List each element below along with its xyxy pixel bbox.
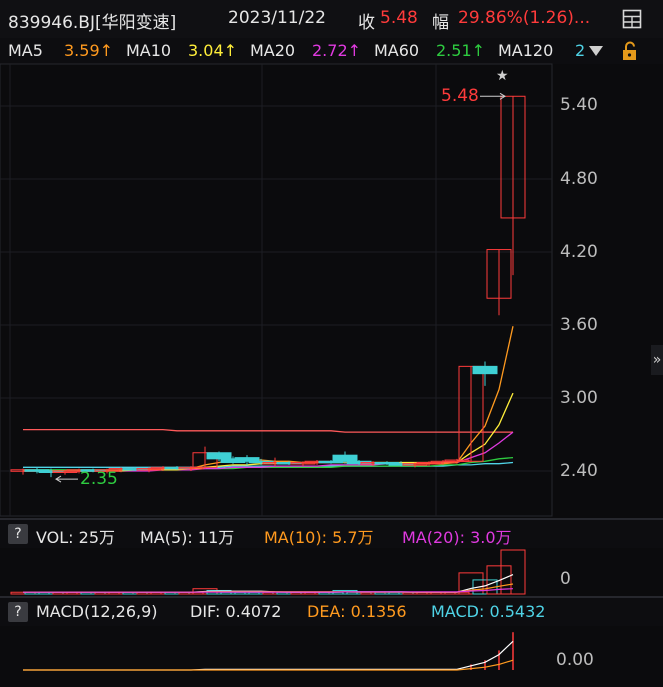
plot-frame: [0, 63, 553, 517]
macd-legend-bar: ? MACD(12,26,9) DIF: 0.4072 DEA: 0.1356 …: [0, 598, 663, 626]
volume-ma10: MA(10): 5.7万: [264, 528, 374, 547]
ma5-label: MA5: [8, 41, 43, 60]
volume-value: VOL: 25万: [36, 528, 116, 547]
change-value: 29.86%(1.26)...: [458, 8, 591, 28]
candle-down: [38, 470, 64, 473]
ma20-value: 2.72↑: [312, 41, 362, 60]
candle-down: [80, 469, 106, 472]
ma10-label: MA10: [126, 41, 172, 60]
price-tick-5.40: 5.40: [560, 95, 598, 115]
candle-up: [500, 95, 526, 219]
candle-down: [388, 463, 414, 466]
panel-divider: [0, 518, 663, 520]
price-tick-4.20: 4.20: [560, 242, 598, 262]
candle-down: [318, 460, 344, 464]
candle-down: [164, 466, 190, 470]
ma5-value: 3.59↑: [64, 41, 114, 60]
candle-down: [206, 452, 232, 460]
help-icon[interactable]: ?: [8, 524, 28, 544]
panel-divider: [0, 596, 663, 598]
ma20-label: MA20: [250, 41, 296, 60]
candle-down: [472, 365, 498, 375]
candle-down: [234, 457, 260, 462]
ma10-value: 3.04↑: [188, 41, 238, 60]
layout-grid-icon[interactable]: [622, 9, 642, 29]
star-icon: ★: [496, 68, 509, 84]
price-chart[interactable]: [0, 0, 663, 520]
candle-down: [276, 461, 302, 465]
volume-bar: [486, 565, 512, 595]
low-price-label: 2.35: [80, 469, 118, 489]
quote-header: 839946.BJ[华阳变速] 2023/11/22 收 5.48 幅 29.8…: [0, 0, 663, 38]
macd-label: MACD(12,26,9): [36, 602, 158, 621]
volume-ma5: MA(5): 11万: [140, 528, 235, 547]
candle-down: [122, 468, 148, 471]
volume-axis-zero: 0: [560, 569, 571, 589]
close-value: 5.48: [380, 8, 418, 28]
ma60-value: 2.51↑: [436, 41, 486, 60]
dropdown-triangle-icon[interactable]: [588, 44, 604, 58]
price-tick-3.00: 3.00: [560, 388, 598, 408]
ma250-line: [23, 428, 513, 433]
help-icon[interactable]: ?: [8, 602, 28, 622]
candle-up: [486, 249, 512, 299]
volume-bar: [458, 572, 484, 595]
lock-icon[interactable]: [620, 41, 642, 61]
ma-legend-bar: MA5 3.59↑ MA10 3.04↑ MA20 2.72↑ MA60 2.5…: [0, 38, 663, 64]
stock-name[interactable]: 839946.BJ[华阳变速]: [8, 13, 177, 33]
ma120-value: 2: [575, 41, 586, 60]
macd-axis-zero: 0.00: [556, 650, 594, 670]
price-tick-2.40: 2.40: [560, 461, 598, 481]
ma60-label: MA60: [374, 41, 420, 60]
candle-up: [178, 466, 204, 470]
price-tick-3.60: 3.60: [560, 315, 598, 335]
close-label: 收: [358, 13, 375, 33]
dea-line: [23, 659, 514, 671]
price-tick-4.80: 4.80: [560, 169, 598, 189]
quote-date: 2023/11/22: [228, 8, 326, 28]
candle-up: [192, 452, 218, 468]
change-label: 幅: [432, 13, 449, 33]
macd-dif: DIF: 0.4072: [190, 602, 282, 621]
low-arrowhead: [55, 475, 62, 483]
vol_ma20-line: [23, 588, 514, 593]
candle-up: [458, 365, 484, 462]
macd-value: MACD: 0.5432: [431, 602, 546, 621]
high-arrowhead: [499, 92, 506, 100]
ma120-label: MA120: [498, 41, 554, 60]
dif-line: [23, 640, 514, 671]
candle-down: [332, 454, 358, 462]
macd-dea: DEA: 0.1356: [307, 602, 407, 621]
high-price-label: 5.48: [441, 86, 479, 106]
volume-bar: [500, 549, 526, 595]
expand-chevron-icon[interactable]: »: [651, 345, 663, 375]
volume-legend-bar: ? VOL: 25万 MA(5): 11万 MA(10): 5.7万 MA(20…: [0, 520, 663, 548]
volume-ma20: MA(20): 3.0万: [402, 528, 512, 547]
